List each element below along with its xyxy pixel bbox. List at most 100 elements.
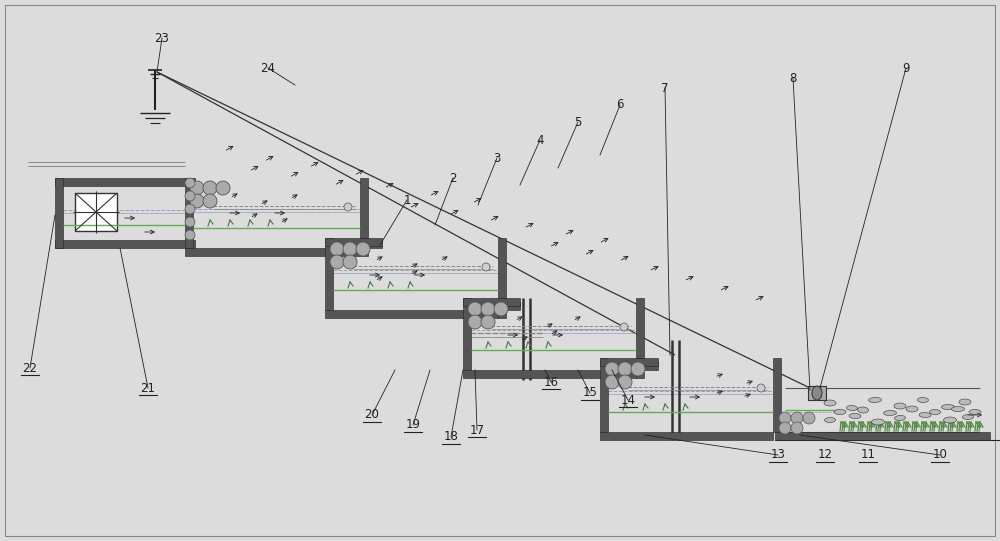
Ellipse shape <box>919 412 931 418</box>
Ellipse shape <box>963 414 973 419</box>
Circle shape <box>216 181 230 195</box>
Circle shape <box>791 422 803 434</box>
Text: 22: 22 <box>22 361 38 374</box>
Bar <box>55 178 195 186</box>
Circle shape <box>481 302 495 316</box>
Bar <box>636 362 658 370</box>
Ellipse shape <box>894 403 906 409</box>
Text: 20: 20 <box>365 408 379 421</box>
Circle shape <box>618 362 632 376</box>
Circle shape <box>779 412 791 424</box>
Ellipse shape <box>969 410 981 414</box>
Circle shape <box>344 203 352 211</box>
Circle shape <box>203 194 217 208</box>
Bar <box>55 240 195 248</box>
Circle shape <box>605 362 619 376</box>
Text: 21: 21 <box>140 381 156 394</box>
Circle shape <box>618 375 632 389</box>
Ellipse shape <box>824 400 836 406</box>
Circle shape <box>494 302 508 316</box>
Text: 5: 5 <box>574 115 582 129</box>
Ellipse shape <box>944 417 956 423</box>
Ellipse shape <box>884 411 896 415</box>
Ellipse shape <box>906 406 918 412</box>
Ellipse shape <box>959 399 971 405</box>
Ellipse shape <box>825 418 835 423</box>
Text: 13: 13 <box>771 448 785 461</box>
Ellipse shape <box>869 398 881 403</box>
Bar <box>600 432 773 440</box>
Ellipse shape <box>930 410 940 414</box>
Text: 7: 7 <box>661 82 669 95</box>
Text: 1: 1 <box>403 194 411 207</box>
Ellipse shape <box>858 407 868 413</box>
Circle shape <box>330 255 344 269</box>
Bar <box>360 178 368 248</box>
Ellipse shape <box>872 419 885 425</box>
Bar <box>325 238 333 310</box>
Circle shape <box>185 178 195 188</box>
Ellipse shape <box>918 398 928 403</box>
Circle shape <box>482 263 490 271</box>
Circle shape <box>481 315 495 329</box>
Circle shape <box>185 204 195 214</box>
Circle shape <box>343 242 357 256</box>
Bar <box>600 358 608 432</box>
Circle shape <box>185 217 195 227</box>
Text: 18: 18 <box>444 431 458 444</box>
Circle shape <box>468 302 482 316</box>
Bar <box>185 248 360 256</box>
Bar <box>185 178 193 248</box>
Circle shape <box>330 242 344 256</box>
Text: 17: 17 <box>470 424 484 437</box>
Bar <box>636 358 644 378</box>
Circle shape <box>791 412 803 424</box>
Text: 2: 2 <box>449 171 457 184</box>
Bar <box>636 298 644 370</box>
Ellipse shape <box>812 386 822 400</box>
Circle shape <box>190 194 204 208</box>
Bar <box>463 298 520 306</box>
Circle shape <box>190 181 204 195</box>
Text: 11: 11 <box>860 448 876 461</box>
Text: 10: 10 <box>933 448 947 461</box>
Circle shape <box>356 242 370 256</box>
Circle shape <box>468 315 482 329</box>
Bar <box>75 193 117 231</box>
Bar <box>360 238 368 256</box>
Circle shape <box>343 255 357 269</box>
Circle shape <box>631 362 645 376</box>
Bar <box>463 298 471 370</box>
Bar <box>360 240 382 248</box>
Bar <box>498 238 506 310</box>
Circle shape <box>185 230 195 240</box>
Circle shape <box>803 412 815 424</box>
Text: 6: 6 <box>616 98 624 111</box>
Text: 3: 3 <box>493 151 501 164</box>
Bar <box>600 358 658 366</box>
Text: 12: 12 <box>818 448 832 461</box>
Bar <box>775 432 990 440</box>
Bar <box>55 178 63 248</box>
Text: 19: 19 <box>406 419 420 432</box>
Text: 16: 16 <box>544 375 558 388</box>
Circle shape <box>203 181 217 195</box>
Circle shape <box>779 422 791 434</box>
Text: 9: 9 <box>902 62 910 75</box>
Text: 4: 4 <box>536 134 544 147</box>
Bar <box>498 298 506 318</box>
Ellipse shape <box>847 406 857 411</box>
Ellipse shape <box>849 413 861 419</box>
Bar <box>325 310 498 318</box>
Ellipse shape <box>952 406 964 412</box>
Bar <box>463 370 636 378</box>
Circle shape <box>605 375 619 389</box>
Text: 23: 23 <box>155 31 169 44</box>
Bar <box>773 358 781 432</box>
Ellipse shape <box>895 415 905 420</box>
Ellipse shape <box>834 410 846 414</box>
Bar <box>498 302 520 310</box>
Text: 24: 24 <box>260 62 276 75</box>
Text: 14: 14 <box>620 393 636 406</box>
Bar <box>325 238 382 246</box>
